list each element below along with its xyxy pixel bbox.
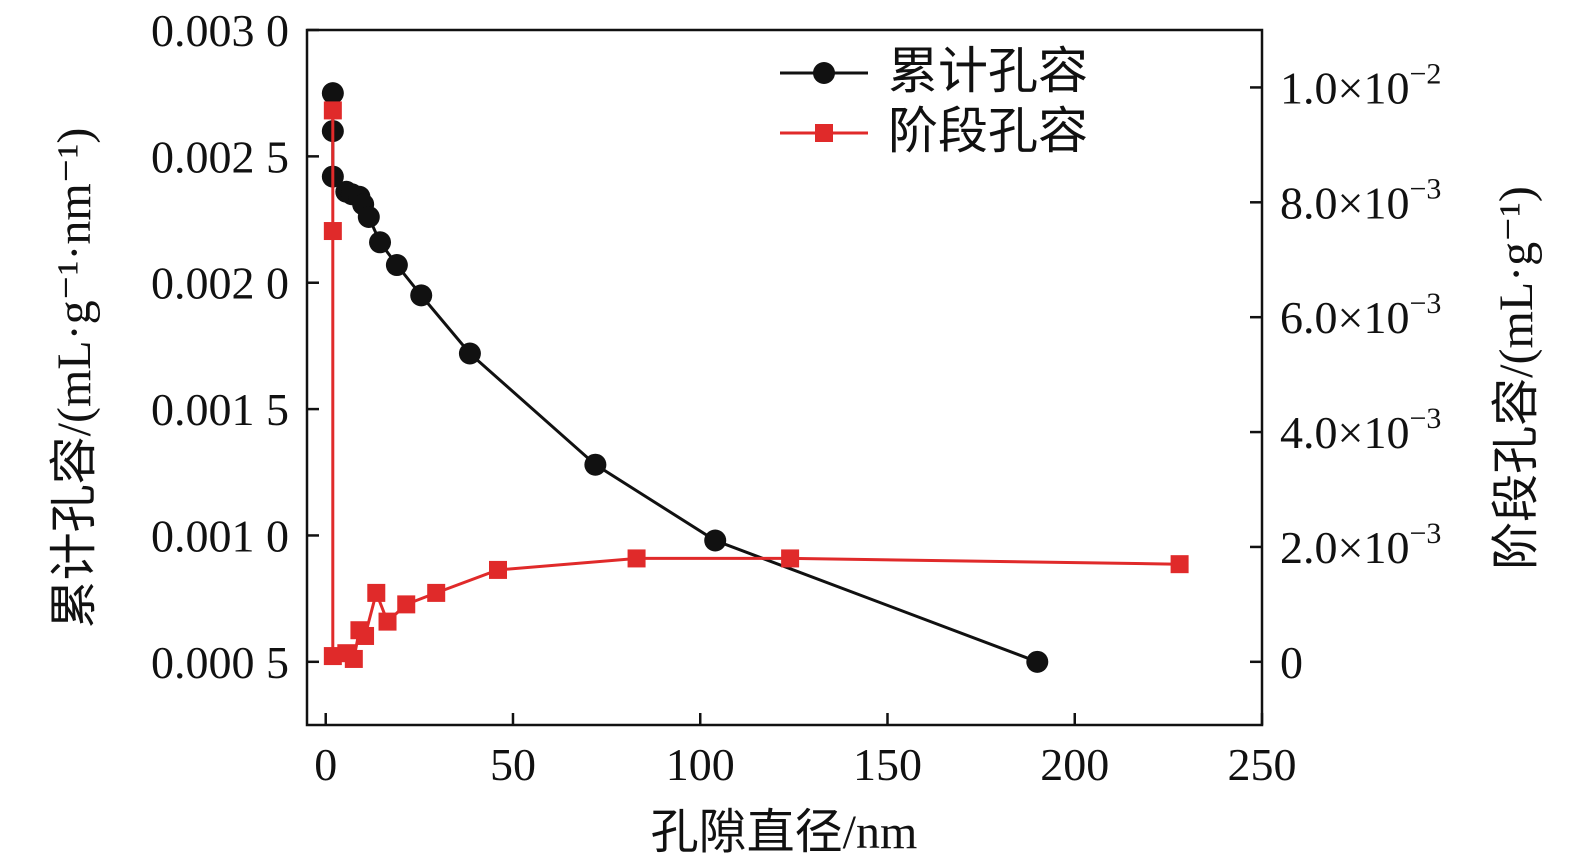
right-y-tick-exponent: −3 bbox=[1409, 517, 1441, 550]
right-y-axis-title: 阶段孔容/(mL·g⁻¹) bbox=[1490, 186, 1543, 570]
data-point-cumulative bbox=[321, 82, 344, 105]
left-y-tick-label: 0.003 0 bbox=[151, 5, 289, 56]
data-point-stage bbox=[356, 626, 375, 645]
right-y-tick-exponent: −3 bbox=[1409, 287, 1441, 320]
plot-frame bbox=[305, 28, 1264, 727]
data-point-cumulative bbox=[410, 284, 433, 307]
data-point-stage bbox=[1170, 555, 1189, 574]
x-tick-label: 0 bbox=[314, 739, 337, 790]
left-y-tick-label: 0.002 0 bbox=[151, 258, 289, 309]
data-point-stage bbox=[378, 612, 397, 631]
left-y-tick-label: 0.000 5 bbox=[151, 637, 289, 688]
data-point-stage bbox=[781, 549, 800, 568]
left-y-axis-title: 累计孔容/(mL·g⁻¹·nm⁻¹) bbox=[48, 128, 101, 629]
data-point-stage bbox=[489, 560, 507, 579]
right-y-axis-ticks: 0 2.0×10−3 4.0×10−3 6.0×10−3 8.0×10−3 1.0×10−… bbox=[1250, 57, 1441, 688]
x-tick-label: 50 bbox=[490, 739, 536, 790]
x-axis-ticks: 0 50 100 150 200 250 bbox=[314, 713, 1297, 790]
left-y-axis-ticks: 0.000 5 0.001 0 0.001 5 0.002 0 0.002 5 0.003… bbox=[151, 5, 319, 688]
right-y-tick-exponent: −2 bbox=[1409, 57, 1441, 90]
legend: 累计孔容 阶段孔容 bbox=[780, 43, 1088, 159]
right-y-tick-label: 8.0×10−3 bbox=[1280, 172, 1441, 228]
x-tick-label: 200 bbox=[1040, 739, 1109, 790]
data-point-stage bbox=[323, 101, 342, 120]
legend-label-stage: 阶段孔容 bbox=[888, 103, 1088, 159]
right-y-tick-label: 4.0×10−3 bbox=[1280, 402, 1441, 458]
data-point-cumulative bbox=[1026, 650, 1049, 673]
data-point-cumulative bbox=[357, 206, 380, 229]
right-y-tick-label: 6.0×10−3 bbox=[1280, 287, 1441, 343]
x-axis-title: 孔隙直径/nm bbox=[651, 806, 918, 859]
legend-marker-cumulative bbox=[813, 62, 835, 84]
left-y-tick-label: 0.001 0 bbox=[151, 510, 289, 561]
right-y-tick-label: 2.0×10−3 bbox=[1280, 517, 1441, 573]
right-y-tick-exponent: −3 bbox=[1409, 172, 1441, 205]
x-tick-label: 150 bbox=[853, 739, 922, 790]
data-point-stage bbox=[397, 595, 416, 614]
x-tick-label: 250 bbox=[1228, 739, 1297, 790]
data-point-cumulative bbox=[704, 529, 727, 552]
data-point-cumulative bbox=[458, 342, 481, 365]
series-line-cumulative bbox=[331, 93, 1038, 664]
legend-marker-stage bbox=[815, 124, 833, 142]
data-point-cumulative bbox=[385, 254, 408, 277]
data-point-stage bbox=[344, 649, 363, 668]
left-y-tick-label: 0.001 5 bbox=[151, 384, 289, 435]
data-point-cumulative bbox=[369, 231, 392, 254]
data-point-stage bbox=[427, 583, 446, 602]
right-y-tick-label: 1.0×10−2 bbox=[1280, 57, 1441, 113]
left-y-tick-label: 0.002 5 bbox=[151, 131, 289, 182]
data-point-cumulative bbox=[584, 453, 607, 476]
data-point-stage bbox=[627, 549, 646, 568]
x-tick-label: 100 bbox=[666, 739, 735, 790]
legend-label-cumulative: 累计孔容 bbox=[888, 43, 1088, 99]
right-y-tick-label: 0 bbox=[1280, 637, 1303, 688]
series-layer bbox=[321, 82, 1189, 673]
series-line-stage bbox=[331, 110, 1180, 662]
data-point-stage bbox=[367, 583, 386, 602]
right-y-tick-exponent: −3 bbox=[1409, 402, 1441, 435]
data-point-stage bbox=[323, 222, 342, 241]
